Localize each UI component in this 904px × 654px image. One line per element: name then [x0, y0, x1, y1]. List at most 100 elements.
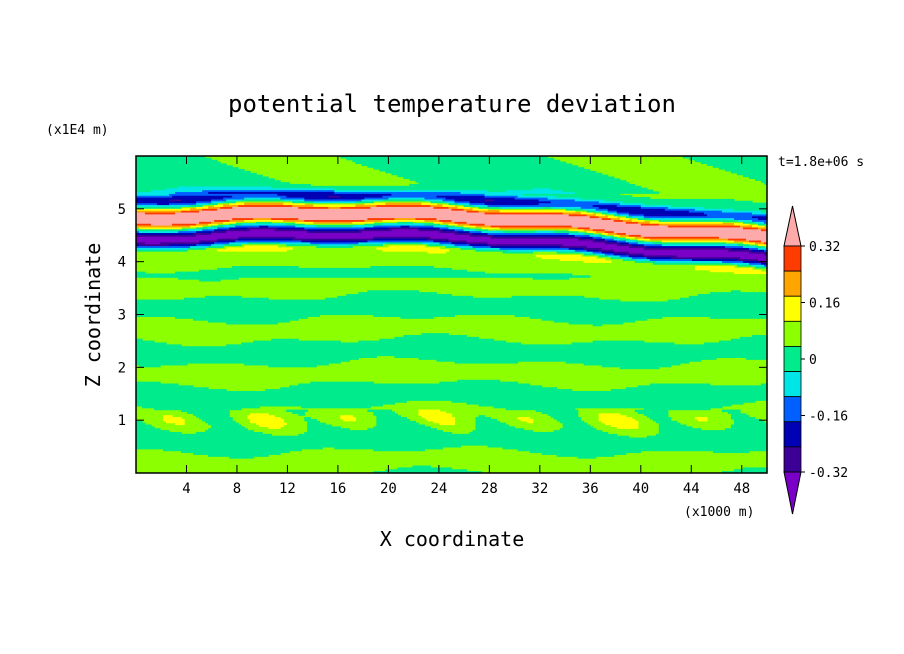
field-cell — [487, 204, 594, 207]
field-cell — [298, 433, 618, 437]
field-cell — [445, 197, 516, 200]
field-cell — [334, 187, 534, 191]
field-cell — [463, 224, 477, 228]
field-cell — [454, 228, 465, 232]
field-cell — [433, 221, 444, 224]
x-tick-label: 28 — [481, 481, 498, 497]
field-cell — [610, 389, 768, 392]
field-cell — [301, 239, 368, 243]
field-cell — [364, 202, 386, 206]
field-cell — [514, 314, 768, 317]
field-cell — [661, 243, 738, 247]
field-cell — [199, 279, 221, 282]
field-cell — [271, 338, 299, 342]
field-cell — [175, 191, 209, 194]
field-cell — [595, 230, 606, 234]
field-cell — [469, 223, 486, 226]
field-cell — [136, 161, 221, 165]
field-cell — [751, 211, 768, 215]
field-cell — [646, 245, 726, 248]
field-cell — [751, 219, 768, 222]
field-cell — [454, 221, 468, 224]
field-cell — [541, 206, 552, 209]
field-cell — [295, 224, 317, 228]
field-cell — [436, 359, 702, 362]
field-cell — [538, 198, 576, 202]
field-cell — [658, 426, 693, 429]
x-tick-label: 16 — [329, 481, 346, 497]
y-tick-label: 5 — [118, 202, 126, 218]
field-cell — [136, 189, 152, 193]
field-cell — [604, 241, 621, 245]
y-axis-ticks: 1 2 3 4 5 — [118, 202, 767, 429]
field-cell — [211, 200, 224, 204]
field-cell — [283, 198, 305, 202]
field-cell — [136, 159, 218, 163]
field-cell — [658, 223, 735, 226]
field-cell — [241, 198, 284, 202]
field-cell — [622, 258, 636, 262]
field-cell — [196, 431, 263, 435]
field-cell — [700, 161, 768, 165]
field-cell — [727, 411, 741, 414]
field-cell — [274, 228, 308, 232]
field-cell — [430, 204, 444, 207]
x-axis-label: X coordinate — [380, 527, 525, 551]
field-cell — [199, 221, 212, 224]
field-cell — [457, 230, 471, 234]
field-cell — [751, 215, 768, 219]
field-cell — [151, 223, 173, 226]
field-cell — [343, 418, 356, 422]
field-cell — [613, 249, 729, 252]
field-cell — [721, 210, 762, 213]
field-cell — [676, 254, 768, 258]
field-cell — [643, 236, 720, 239]
field-cell — [658, 422, 681, 426]
field-cell — [283, 219, 305, 222]
field-cell — [559, 245, 588, 248]
field-cell — [364, 219, 383, 222]
field-cell — [436, 195, 486, 198]
field-cell — [601, 247, 645, 250]
field-cell — [466, 210, 480, 213]
field-cell — [175, 316, 308, 319]
field-cell — [190, 208, 203, 211]
field-cell — [304, 417, 311, 420]
field-cell — [271, 217, 299, 220]
field-cell — [439, 226, 450, 230]
field-cell — [751, 224, 765, 228]
field-cell — [415, 217, 438, 220]
field-cell — [358, 228, 393, 232]
field-cell — [334, 191, 462, 194]
field-cell — [136, 247, 188, 250]
field-cell — [373, 413, 399, 416]
field-cell — [748, 251, 768, 254]
field-cell — [196, 206, 209, 209]
field-cell — [709, 316, 768, 319]
field-cell — [742, 221, 756, 224]
field-cell — [358, 292, 438, 295]
field-cell — [448, 202, 459, 206]
field-cell — [136, 387, 209, 390]
field-cell — [664, 208, 696, 211]
field-cell — [136, 342, 167, 345]
field-cell — [307, 428, 350, 431]
field-cell — [352, 221, 374, 224]
field-cell — [136, 213, 570, 217]
field-cell — [136, 305, 768, 308]
field-cell — [382, 198, 426, 202]
field-cell — [373, 236, 432, 239]
field-cell — [541, 256, 597, 260]
colorbar-tick-label: 0 — [809, 353, 817, 368]
field-cell — [478, 404, 732, 407]
field-cell — [241, 342, 522, 345]
field-cell — [505, 407, 576, 411]
field-cell — [196, 226, 209, 230]
field-cell — [649, 383, 711, 386]
field-cell — [226, 198, 242, 202]
field-cell — [655, 420, 678, 424]
field-cell — [499, 210, 576, 213]
field-cell — [136, 215, 591, 219]
field-cell — [244, 362, 329, 366]
field-cell — [181, 198, 212, 202]
